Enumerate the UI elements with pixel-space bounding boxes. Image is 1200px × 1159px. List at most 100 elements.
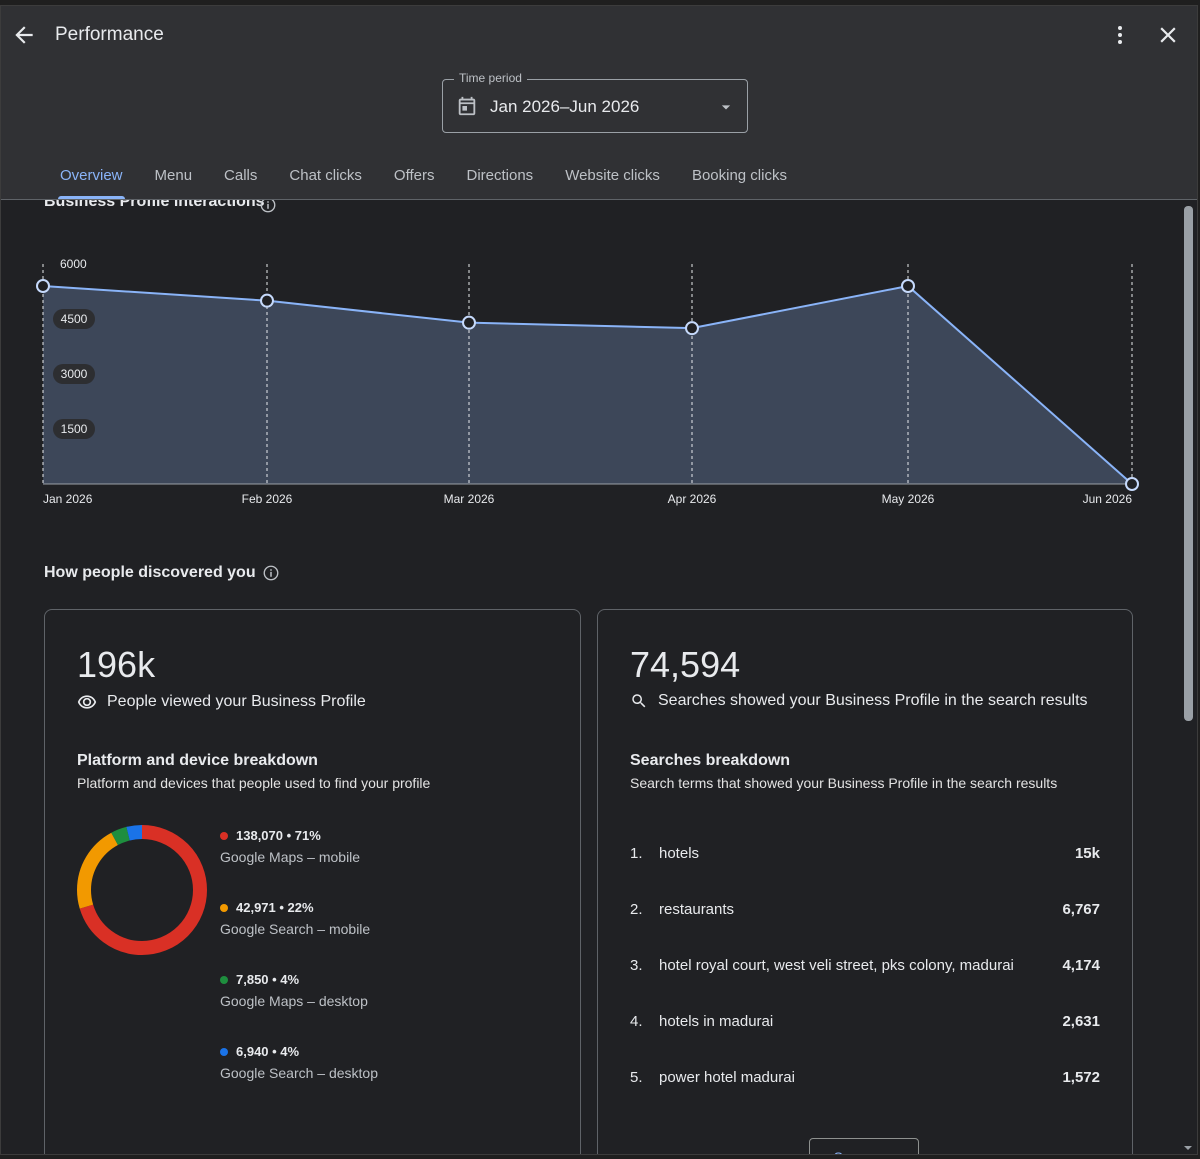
dropdown-arrow-icon [721,105,731,110]
scroll-down-arrow-icon[interactable] [1183,1143,1193,1153]
data-point[interactable] [901,279,915,293]
legend-dot [220,975,228,984]
search-rank: 5. [630,1069,643,1086]
search-term-row: 4. hotels in madurai 2,631 [630,1013,1100,1037]
legend-value: 138,070 • 71% [236,828,321,843]
searches-count: 74,594 [630,644,741,685]
discovery-title: How people discovered you [44,564,256,581]
views-metric: People viewed your Business Profile [77,692,366,712]
search-term: power hotel madurai [659,1069,795,1086]
search-term-row: 2. restaurants 6,767 [630,901,1100,925]
calendar-icon [458,96,476,116]
interactions-chart: 1500 3000 4500 6000 Jan 2026 Feb 2026 Mar 2026… [36,257,1139,506]
y-tick-label: 6000 [60,257,87,271]
tab-menu[interactable]: Menu [154,167,193,184]
legend-dot [220,1047,228,1056]
search-term-row: 3. hotel royal court, west veli street, … [630,957,1100,981]
legend-value: 7,850 • 4% [236,972,300,987]
time-period-select[interactable]: Time period Jan 2026–Jun 2026 [442,71,748,133]
x-tick-label: Mar 2026 [444,492,495,506]
views-description: People viewed your Business Profile [107,693,366,710]
legend-name: Google Maps – desktop [220,993,368,1009]
dialog-header: Performance Time period Jan 2026–Jun 202… [1,6,1197,200]
legend-value: 42,971 • 22% [236,900,314,915]
y-tick-pill [53,419,95,439]
data-point[interactable] [36,279,50,293]
search-count: 4,174 [1062,957,1100,974]
searches-breakdown-title: Searches breakdown [630,752,791,769]
time-period-label: Time period [454,71,527,85]
more-options-button[interactable] [1108,22,1132,48]
search-count: 15k [1074,845,1100,862]
page-title: Performance [55,24,164,45]
arrow-left-icon [15,26,33,44]
platform-donut-chart [77,825,207,955]
legend-item: 7,850 • 4% Google Maps – desktop [220,972,368,1009]
tab-directions[interactable]: Directions [466,167,534,184]
eye-icon [77,695,97,709]
legend-item: 42,971 • 22% Google Search – mobile [220,900,370,937]
searches-description: Searches showed your Business Profile in… [658,692,1088,709]
scroll-content: Business Profile interactions 1500 3000 45… [1,200,1181,1154]
searches-breakdown-desc: Search terms that showed your Business P… [630,775,1058,791]
x-tick-label: Apr 2026 [668,492,717,506]
tab-chat-clicks[interactable]: Chat clicks [289,167,362,184]
tab-offers[interactable]: Offers [393,167,435,184]
platform-breakdown-title: Platform and device breakdown [77,752,318,769]
tab-website-clicks[interactable]: Website clicks [565,167,660,184]
search-count: 1,572 [1062,1069,1100,1086]
search-count: 2,631 [1062,1013,1100,1030]
legend-name: Google Maps – mobile [220,849,361,865]
back-button[interactable] [11,22,37,48]
y-tick-pill [53,364,95,384]
info-icon[interactable] [259,200,277,214]
y-tick-label: 3000 [61,367,88,381]
scrollbar-thumb[interactable] [1184,206,1193,721]
search-term-row: 1. hotels 15k [630,845,1100,869]
search-term-row: 5. power hotel madurai 1,572 [630,1069,1100,1093]
x-tick-label: Feb 2026 [242,492,293,506]
data-point[interactable] [462,315,476,330]
search-term: hotels in madurai [659,1013,774,1030]
tab-booking-clicks[interactable]: Booking clicks [691,167,787,184]
views-card: 196k People viewed your Business Profile… [44,609,581,1154]
y-tick-label: 4500 [61,312,88,326]
legend-item: 138,070 • 71% Google Maps – mobile [220,828,360,865]
interactions-title: Business Profile interactions [44,200,265,210]
search-rank: 3. [630,957,643,974]
close-button[interactable] [1155,22,1181,48]
legend-dot [220,903,228,912]
searches-metric: Searches showed your Business Profile in… [630,692,1088,710]
tab-bar: Overview Menu Calls Chat clicks Offers D… [44,165,803,199]
views-count: 196k [77,644,156,685]
info-icon[interactable] [262,564,280,582]
search-rank: 4. [630,1013,643,1030]
legend-value: 6,940 • 4% [236,1044,300,1059]
search-term: restaurants [659,901,735,918]
y-tick-label: 1500 [61,422,88,436]
legend-dot [220,831,228,840]
close-icon [1160,27,1176,43]
x-tick-label: Jan 2026 [43,492,93,506]
y-tick-pill [53,309,95,329]
donut-slice [77,825,207,955]
see-more-button[interactable]: See more [809,1138,919,1154]
platform-breakdown-desc: Platform and devices that people used to… [77,775,431,791]
tab-overview[interactable]: Overview [44,165,139,199]
legend-name: Google Search – mobile [220,921,371,937]
tab-calls[interactable]: Calls [224,167,258,184]
search-rank: 2. [630,901,643,918]
search-count: 6,767 [1062,901,1100,918]
search-icon [632,694,646,708]
data-point[interactable] [1125,477,1139,491]
legend-item: 6,940 • 4% Google Search – desktop [220,1044,378,1081]
series-line [42,284,1133,485]
data-point[interactable] [685,321,699,336]
x-tick-label: May 2026 [882,492,935,506]
search-term: hotel royal court, west veli street, pks… [659,957,1014,974]
searches-card: 74,594 Searches showed your Business Pro… [597,609,1133,1154]
chart-area [43,286,1132,484]
performance-dialog: Performance Time period Jan 2026–Jun 202… [0,5,1198,1155]
data-point[interactable] [260,293,274,308]
search-term: hotels [659,845,700,862]
